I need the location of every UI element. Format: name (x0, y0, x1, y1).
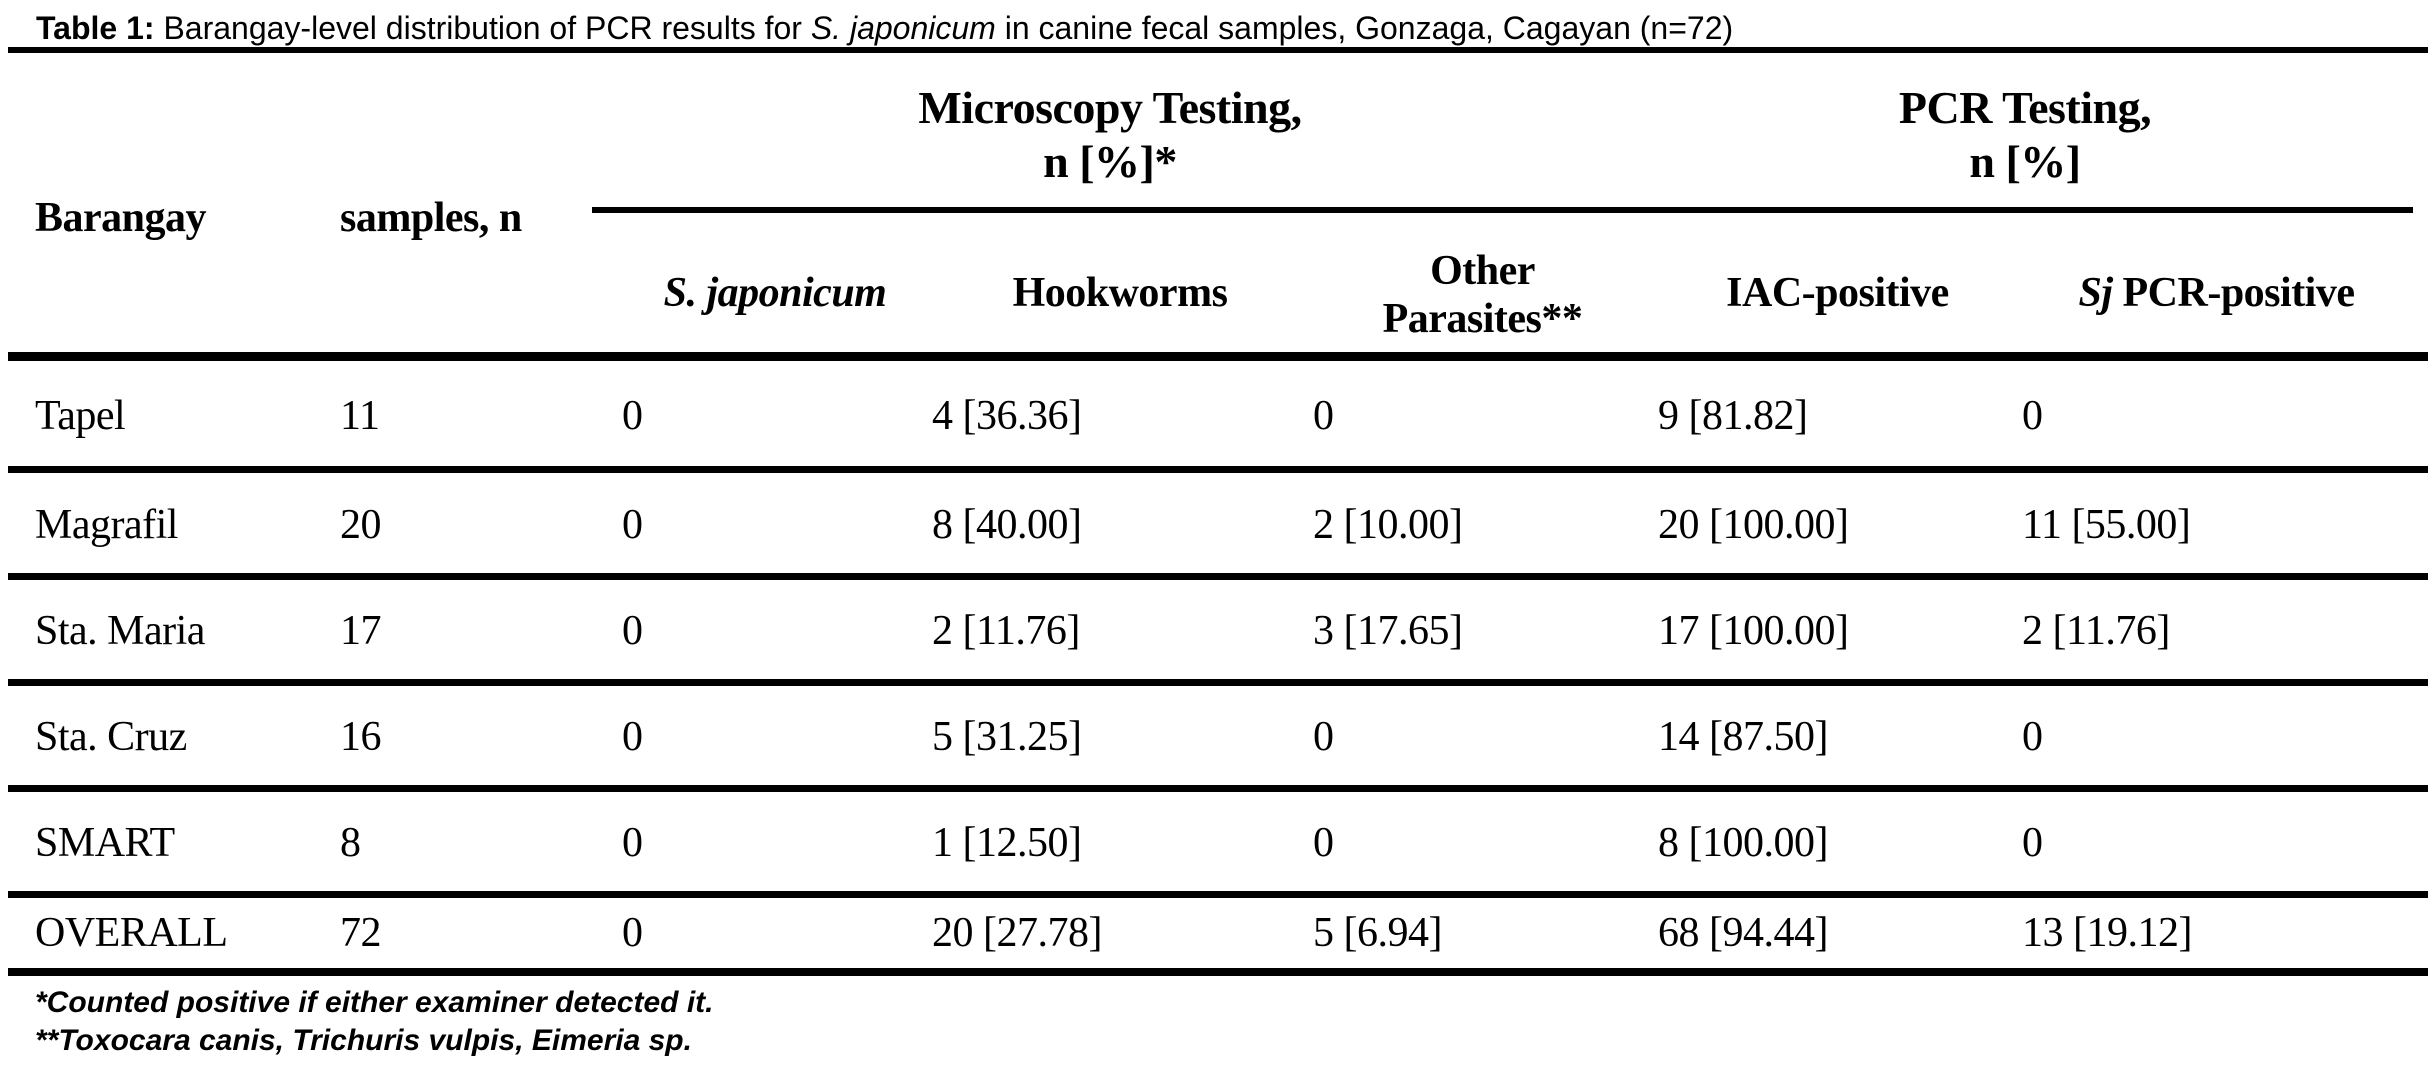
cell-other: 5 [6.94] (1313, 910, 1442, 956)
column-header-other-line1: Other (1430, 248, 1535, 294)
cell-hookworms: 2 [11.76] (932, 608, 1080, 654)
table-row-magrafil: Magrafil 20 0 8 [40.00] 2 [10.00] 20 [10… (0, 500, 2436, 550)
cell-barangay: Tapel (35, 393, 126, 439)
group-header-pcr-line1: PCR Testing, (1898, 82, 2152, 133)
group-header-microscopy-line1: Microscopy Testing, (918, 82, 1302, 133)
cell-hookworms: 4 [36.36] (932, 393, 1082, 439)
column-header-barangay: Barangay (35, 195, 207, 241)
column-header-other-line2: Parasites** (1382, 296, 1583, 342)
table-caption: Table 1: Barangay-level distribution of … (36, 8, 2416, 48)
cell-samples: 8 (340, 820, 361, 866)
divider-under-title (8, 47, 2428, 53)
cell-sjaponicum: 0 (622, 608, 643, 654)
group-header-microscopy-line2: n [%]* (1043, 136, 1177, 187)
cell-iac: 20 [100.00] (1658, 502, 1849, 548)
footnote-asterisk: *Counted positive if either examiner det… (35, 986, 714, 1019)
cell-iac: 8 [100.00] (1658, 820, 1828, 866)
cell-sj-pcr: 0 (2022, 393, 2043, 439)
cell-samples: 20 (340, 502, 382, 548)
cell-other: 0 (1313, 820, 1334, 866)
column-header-sj-pcr-positive: Sj PCR-positive (2020, 268, 2413, 318)
cell-hookworms: 20 [27.78] (932, 910, 1102, 956)
cell-iac: 14 [87.50] (1658, 714, 1828, 760)
cell-samples: 11 (340, 393, 380, 439)
cell-barangay: Sta. Maria (35, 608, 205, 654)
group-header-microscopy: Microscopy Testing, n [%]* (610, 81, 1610, 189)
divider-row-4 (8, 785, 2428, 792)
table-row-sta-cruz: Sta. Cruz 16 0 5 [31.25] 0 14 [87.50] 0 (0, 712, 2436, 762)
divider-row-2 (8, 573, 2428, 580)
cell-hookworms: 8 [40.00] (932, 502, 1082, 548)
cell-sj-pcr: 2 [11.76] (2022, 608, 2170, 654)
cell-hookworms: 1 [12.50] (932, 820, 1082, 866)
column-header-samples: samples, n (340, 195, 522, 241)
cell-samples: 72 (340, 910, 382, 956)
column-header-sj-rest: PCR-positive (2112, 270, 2355, 316)
cell-samples: 16 (340, 714, 382, 760)
cell-other: 3 [17.65] (1313, 608, 1463, 654)
table-caption-text-tail: in canine fecal samples, Gonzaga, Cagaya… (995, 10, 1734, 46)
cell-sj-pcr: 11 [55.00] (2022, 502, 2191, 548)
cell-sjaponicum: 0 (622, 393, 643, 439)
cell-other: 0 (1313, 393, 1334, 439)
cell-sj-pcr: 13 [19.12] (2022, 910, 2192, 956)
group-header-pcr: PCR Testing, n [%] (1655, 81, 2395, 189)
divider-row-3 (8, 679, 2428, 686)
column-header-sj-italic: Sj (2078, 270, 2113, 316)
cell-barangay: Sta. Cruz (35, 714, 187, 760)
table-row-overall: OVERALL 72 0 20 [27.78] 5 [6.94] 68 [94.… (0, 908, 2436, 958)
cell-other: 0 (1313, 714, 1334, 760)
cell-hookworms: 5 [31.25] (932, 714, 1082, 760)
column-header-hookworms: Hookworms (1012, 270, 1228, 316)
column-header-other-parasites: Other Parasites** (1310, 247, 1655, 343)
group-header-pcr-line2: n [%] (1969, 136, 2081, 187)
cell-sj-pcr: 0 (2022, 714, 2043, 760)
table-caption-label: Table 1: (36, 10, 155, 46)
cell-sj-pcr: 0 (2022, 820, 2043, 866)
divider-row-5 (8, 891, 2428, 898)
cell-sjaponicum: 0 (622, 714, 643, 760)
cell-iac: 9 [81.82] (1658, 393, 1808, 439)
divider-group-spanner (592, 207, 2413, 213)
column-header-s-japonicum: S. japonicum (663, 270, 887, 316)
cell-barangay: Magrafil (35, 502, 178, 548)
table-footnotes: *Counted positive if either examiner det… (35, 984, 714, 1060)
cell-sjaponicum: 0 (622, 502, 643, 548)
divider-header-bottom (8, 352, 2428, 361)
cell-sjaponicum: 0 (622, 820, 643, 866)
table-row-tapel: Tapel 11 0 4 [36.36] 0 9 [81.82] 0 (0, 391, 2436, 441)
cell-iac: 68 [94.44] (1658, 910, 1828, 956)
cell-barangay: SMART (35, 820, 175, 866)
cell-other: 2 [10.00] (1313, 502, 1463, 548)
footnote-double-asterisk: **Toxocara canis, Trichuris vulpis, Eime… (35, 1024, 692, 1057)
table-row-smart: SMART 8 0 1 [12.50] 0 8 [100.00] 0 (0, 818, 2436, 868)
table-row-sta-maria: Sta. Maria 17 0 2 [11.76] 3 [17.65] 17 [… (0, 606, 2436, 656)
divider-row-1 (8, 466, 2428, 473)
cell-samples: 17 (340, 608, 382, 654)
cell-barangay: OVERALL (35, 910, 228, 956)
table-caption-text: Barangay-level distribution of PCR resul… (154, 10, 811, 46)
column-header-iac-positive: IAC-positive (1726, 270, 1949, 316)
cell-iac: 17 [100.00] (1658, 608, 1849, 654)
table-caption-species-italic: S. japonicum (810, 10, 996, 46)
divider-table-bottom (8, 968, 2428, 976)
cell-sjaponicum: 0 (622, 910, 643, 956)
